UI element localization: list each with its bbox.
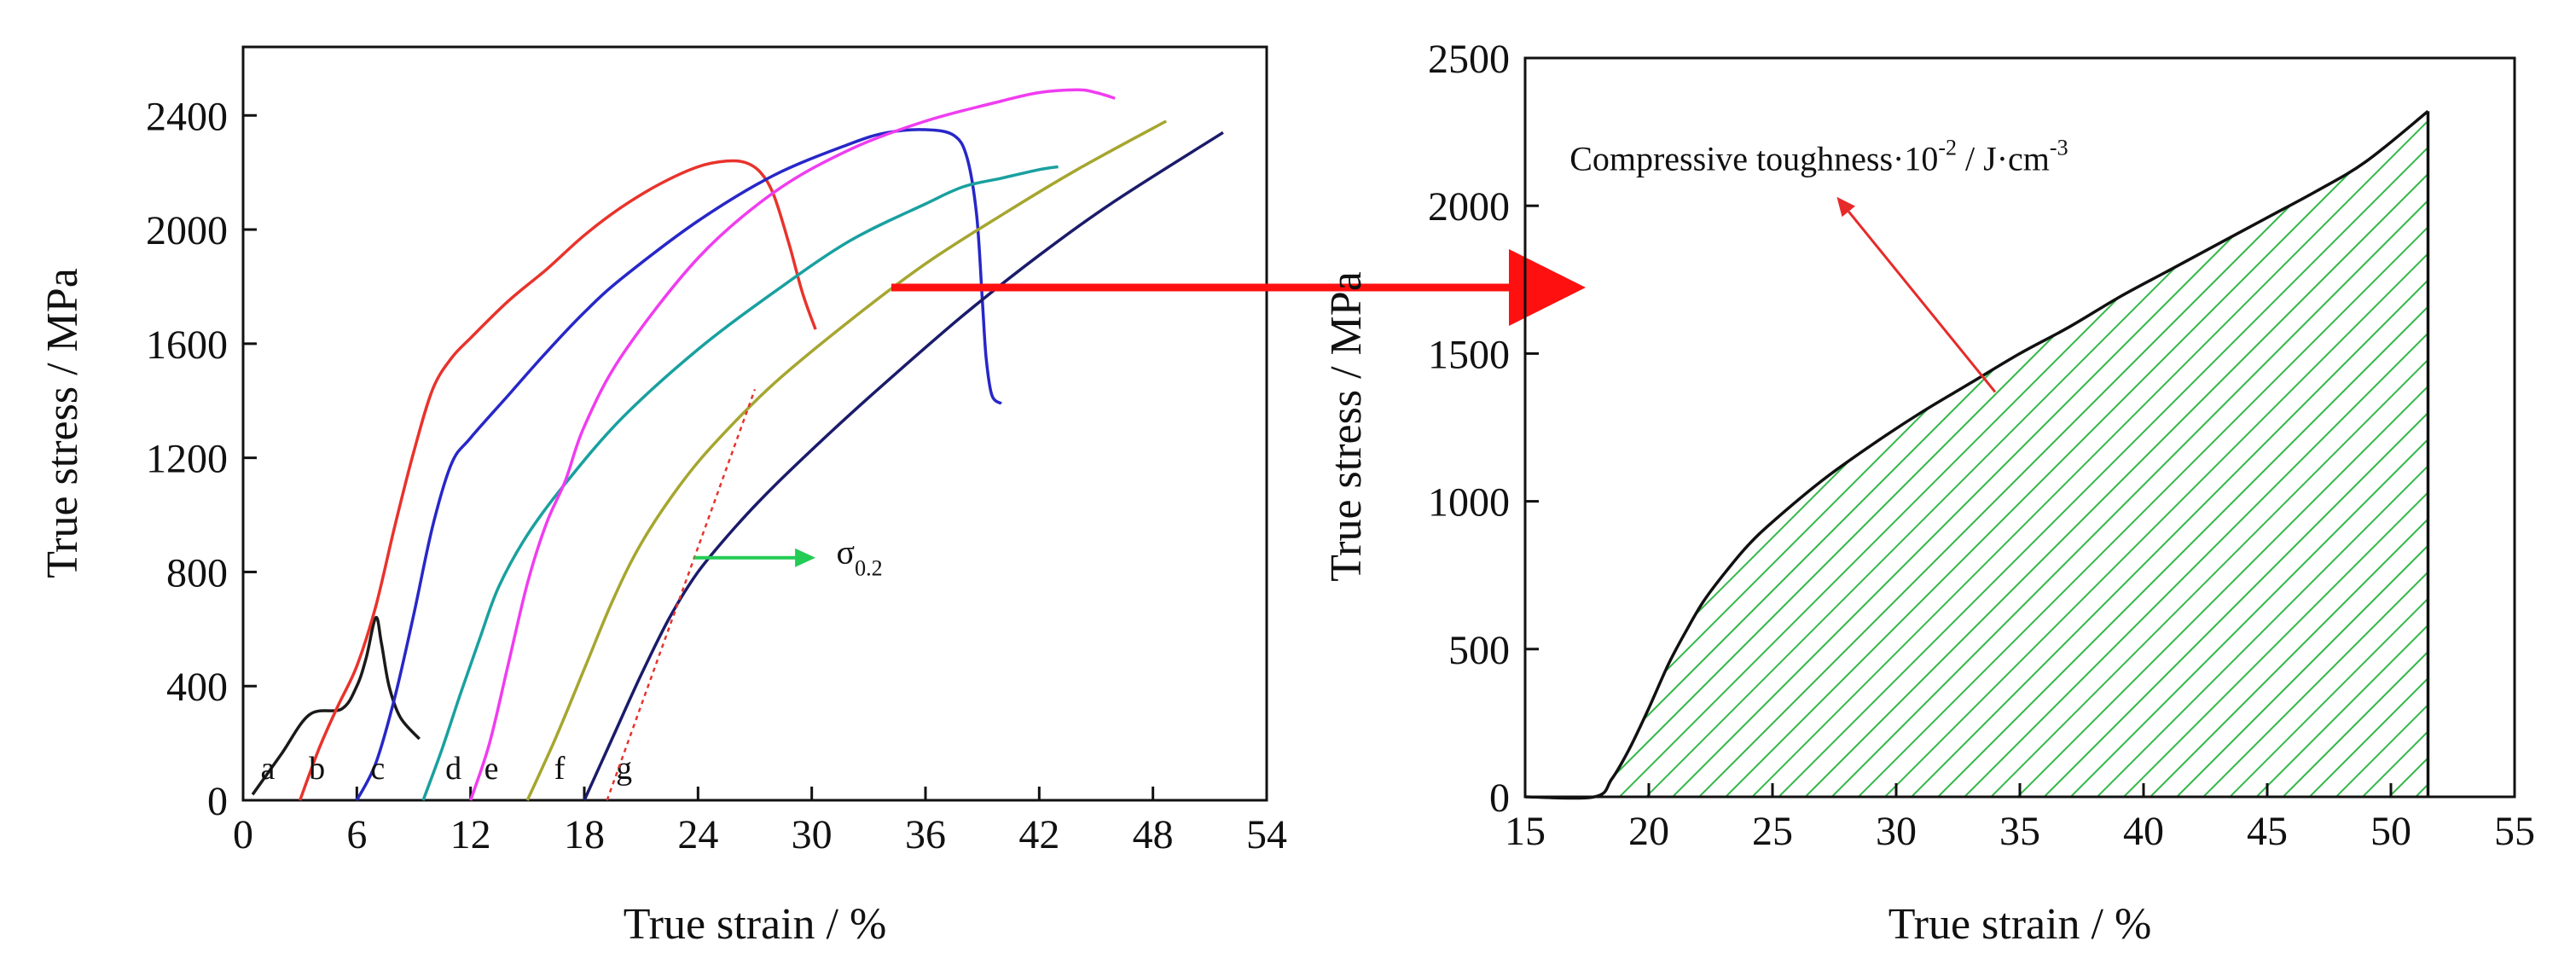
left-series-group xyxy=(251,88,1224,801)
right-x-tick-label: 25 xyxy=(1752,809,1793,854)
left-x-tick-label: 36 xyxy=(905,812,946,857)
right-annotations: Compressive toughness·10-2 / J·cm-3 xyxy=(1569,136,2068,393)
right-x-tick-label: 15 xyxy=(1505,809,1546,854)
right-y-tick-label: 0 xyxy=(1489,776,1510,821)
curve-f xyxy=(525,119,1168,801)
left-x-tick-label: 48 xyxy=(1133,812,1174,857)
curve-label-e: e xyxy=(484,751,499,787)
right-y-tick-label: 1000 xyxy=(1428,480,1510,526)
right-x-tick-label: 35 xyxy=(1999,809,2040,854)
curve-stress-strain xyxy=(1524,110,2429,800)
right-series-group xyxy=(1524,110,2430,800)
left-y-tick-label: 0 xyxy=(207,779,228,824)
curve-b xyxy=(299,159,817,801)
toughness-label-units: / J·cm xyxy=(1957,140,2050,178)
right-x-tick-label: 30 xyxy=(1876,809,1917,854)
left-y-tick-label: 1200 xyxy=(146,437,228,482)
left-x-axis-title: True strain / % xyxy=(624,900,887,949)
left-x-tick-label: 42 xyxy=(1018,812,1059,857)
toughness-arrow-head xyxy=(1836,196,1856,218)
left-plot-frame xyxy=(241,45,1268,802)
left-y-tick-label: 2000 xyxy=(146,208,228,253)
right-x-tick-label: 40 xyxy=(2123,809,2164,854)
right-y-tick-label: 500 xyxy=(1448,628,1510,673)
curve-a xyxy=(251,616,421,796)
right-x-tick-label: 55 xyxy=(2494,809,2535,854)
right-x-axis-title: True strain / % xyxy=(1888,900,2152,949)
toughness-arrow xyxy=(1848,210,1997,393)
curve-e xyxy=(469,88,1116,801)
right-toughness-chart: 15 20 25 30 35 40 45 50 55 05001000150020002500 … xyxy=(1322,37,2535,949)
curve-label-b: b xyxy=(309,751,325,787)
left-y-axis: 0 400 800 1200 1600 2000 2400 xyxy=(146,94,257,824)
curve-label-f: f xyxy=(554,751,566,787)
toughness-label-main: Compressive toughness·10 xyxy=(1569,140,1938,178)
left-y-tick-label: 1600 xyxy=(146,322,228,368)
left-x-tick-label: 0 xyxy=(233,812,253,857)
left-x-tick-label: 12 xyxy=(450,812,491,857)
sigma-label: σ0.2 xyxy=(837,532,883,580)
left-x-tick-label: 54 xyxy=(1246,812,1287,857)
right-y-axis: 0 500 1000 1500 2000 2500 xyxy=(1428,37,1539,821)
right-y-tick-label: 1500 xyxy=(1428,332,1510,377)
curve-label-c: c xyxy=(370,751,385,787)
toughness-hatched-area xyxy=(1594,111,2428,797)
sigma-arrow-head xyxy=(795,548,816,567)
right-hatched-area xyxy=(1594,111,2428,797)
left-y-axis-title: True stress / MPa xyxy=(38,268,87,578)
curve-label-g: g xyxy=(616,751,632,787)
right-x-axis: 15 20 25 30 35 40 45 50 55 xyxy=(1505,783,2535,854)
curve-label-d: d xyxy=(445,751,461,787)
left-x-tick-label: 30 xyxy=(792,812,833,857)
curve-d xyxy=(421,165,1059,801)
offset-line-0.2 xyxy=(606,388,757,801)
left-stress-strain-chart: 0 6 12 18 24 30 36 42 48 54 0 400 800 1200 1600 2000 24… xyxy=(38,45,1287,949)
left-x-tick-label: 24 xyxy=(677,812,718,857)
right-y-axis-title: True stress / MPa xyxy=(1322,271,1371,582)
curve-g xyxy=(583,131,1224,801)
right-y-tick-label: 2000 xyxy=(1428,184,1510,229)
right-x-tick-label: 20 xyxy=(1628,809,1669,854)
left-annotations: a b c d e f g σ0.2 xyxy=(260,388,883,801)
left-y-tick-label: 800 xyxy=(166,550,228,595)
curve-label-a: a xyxy=(260,751,275,787)
curve-c xyxy=(355,128,1003,801)
toughness-label-exp1: -2 xyxy=(1938,136,1957,160)
left-x-axis: 0 6 12 18 24 30 36 42 48 54 xyxy=(233,787,1287,857)
left-y-tick-label: 400 xyxy=(166,665,228,710)
right-y-tick-label: 2500 xyxy=(1428,37,1510,82)
toughness-label: Compressive toughness·10-2 / J·cm-3 xyxy=(1569,136,2068,178)
right-x-tick-label: 45 xyxy=(2247,809,2288,854)
right-x-tick-label: 50 xyxy=(2370,809,2411,854)
sigma-subscript: 0.2 xyxy=(855,555,883,580)
left-x-tick-label: 6 xyxy=(346,812,367,857)
left-x-tick-label: 18 xyxy=(564,812,605,857)
toughness-label-exp2: -3 xyxy=(2050,136,2068,160)
left-y-tick-label: 2400 xyxy=(146,94,228,139)
